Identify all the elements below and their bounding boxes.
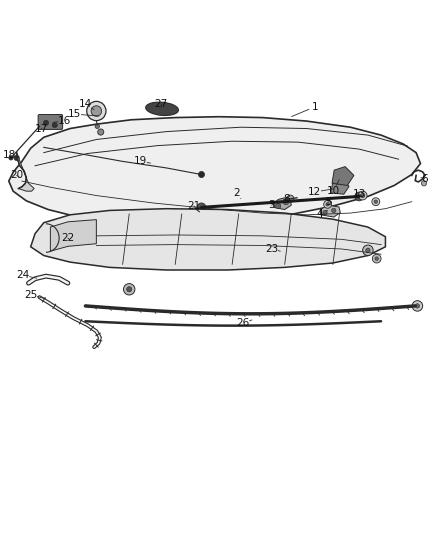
Circle shape [372, 198, 380, 206]
Circle shape [124, 284, 135, 295]
Polygon shape [9, 117, 420, 223]
Polygon shape [17, 152, 34, 191]
Polygon shape [31, 209, 385, 270]
Polygon shape [274, 198, 291, 209]
Circle shape [14, 155, 19, 160]
Text: 23: 23 [265, 244, 278, 254]
Text: 21: 21 [187, 201, 200, 211]
Polygon shape [332, 167, 354, 185]
Circle shape [324, 200, 332, 208]
Circle shape [323, 211, 327, 215]
Text: 13: 13 [353, 189, 366, 199]
Circle shape [276, 204, 281, 209]
Text: 14: 14 [79, 100, 92, 109]
Text: 2: 2 [233, 188, 240, 198]
Circle shape [415, 304, 420, 308]
Circle shape [91, 106, 102, 116]
Text: 12: 12 [308, 187, 321, 197]
Circle shape [287, 195, 294, 202]
Text: 16: 16 [58, 116, 71, 126]
Text: 4: 4 [316, 209, 323, 219]
Circle shape [374, 200, 378, 204]
Polygon shape [321, 205, 340, 217]
Circle shape [360, 193, 365, 198]
Circle shape [355, 192, 364, 201]
Circle shape [52, 123, 57, 128]
Text: 15: 15 [68, 109, 81, 119]
Circle shape [127, 287, 132, 292]
Circle shape [9, 156, 13, 160]
Circle shape [87, 101, 106, 120]
Ellipse shape [146, 102, 178, 116]
Circle shape [326, 203, 329, 206]
Circle shape [198, 172, 205, 177]
Circle shape [363, 245, 373, 255]
Text: 27: 27 [155, 100, 168, 109]
Text: 1: 1 [312, 102, 319, 111]
Text: 17: 17 [35, 124, 48, 134]
Circle shape [197, 203, 206, 212]
Polygon shape [331, 179, 349, 194]
Text: 22: 22 [61, 233, 74, 243]
Text: 20: 20 [10, 171, 23, 180]
Text: 24: 24 [16, 270, 29, 280]
Text: 19: 19 [134, 156, 147, 166]
Circle shape [366, 248, 370, 253]
Circle shape [43, 120, 49, 125]
Text: 8: 8 [283, 193, 290, 204]
Circle shape [372, 254, 381, 263]
Text: 6: 6 [421, 174, 428, 184]
Text: 18: 18 [3, 150, 16, 160]
Text: 25: 25 [24, 290, 37, 300]
Circle shape [283, 199, 289, 205]
Text: 26: 26 [237, 318, 250, 328]
Circle shape [95, 124, 99, 128]
Text: 10: 10 [326, 186, 339, 196]
Circle shape [332, 208, 336, 213]
Circle shape [358, 191, 367, 200]
Text: 3: 3 [268, 200, 275, 210]
Circle shape [196, 208, 205, 217]
FancyBboxPatch shape [38, 115, 63, 130]
Circle shape [412, 301, 423, 311]
Polygon shape [50, 220, 96, 251]
Circle shape [421, 181, 427, 186]
Text: 5: 5 [325, 197, 332, 207]
Circle shape [98, 129, 104, 135]
Circle shape [375, 257, 378, 260]
